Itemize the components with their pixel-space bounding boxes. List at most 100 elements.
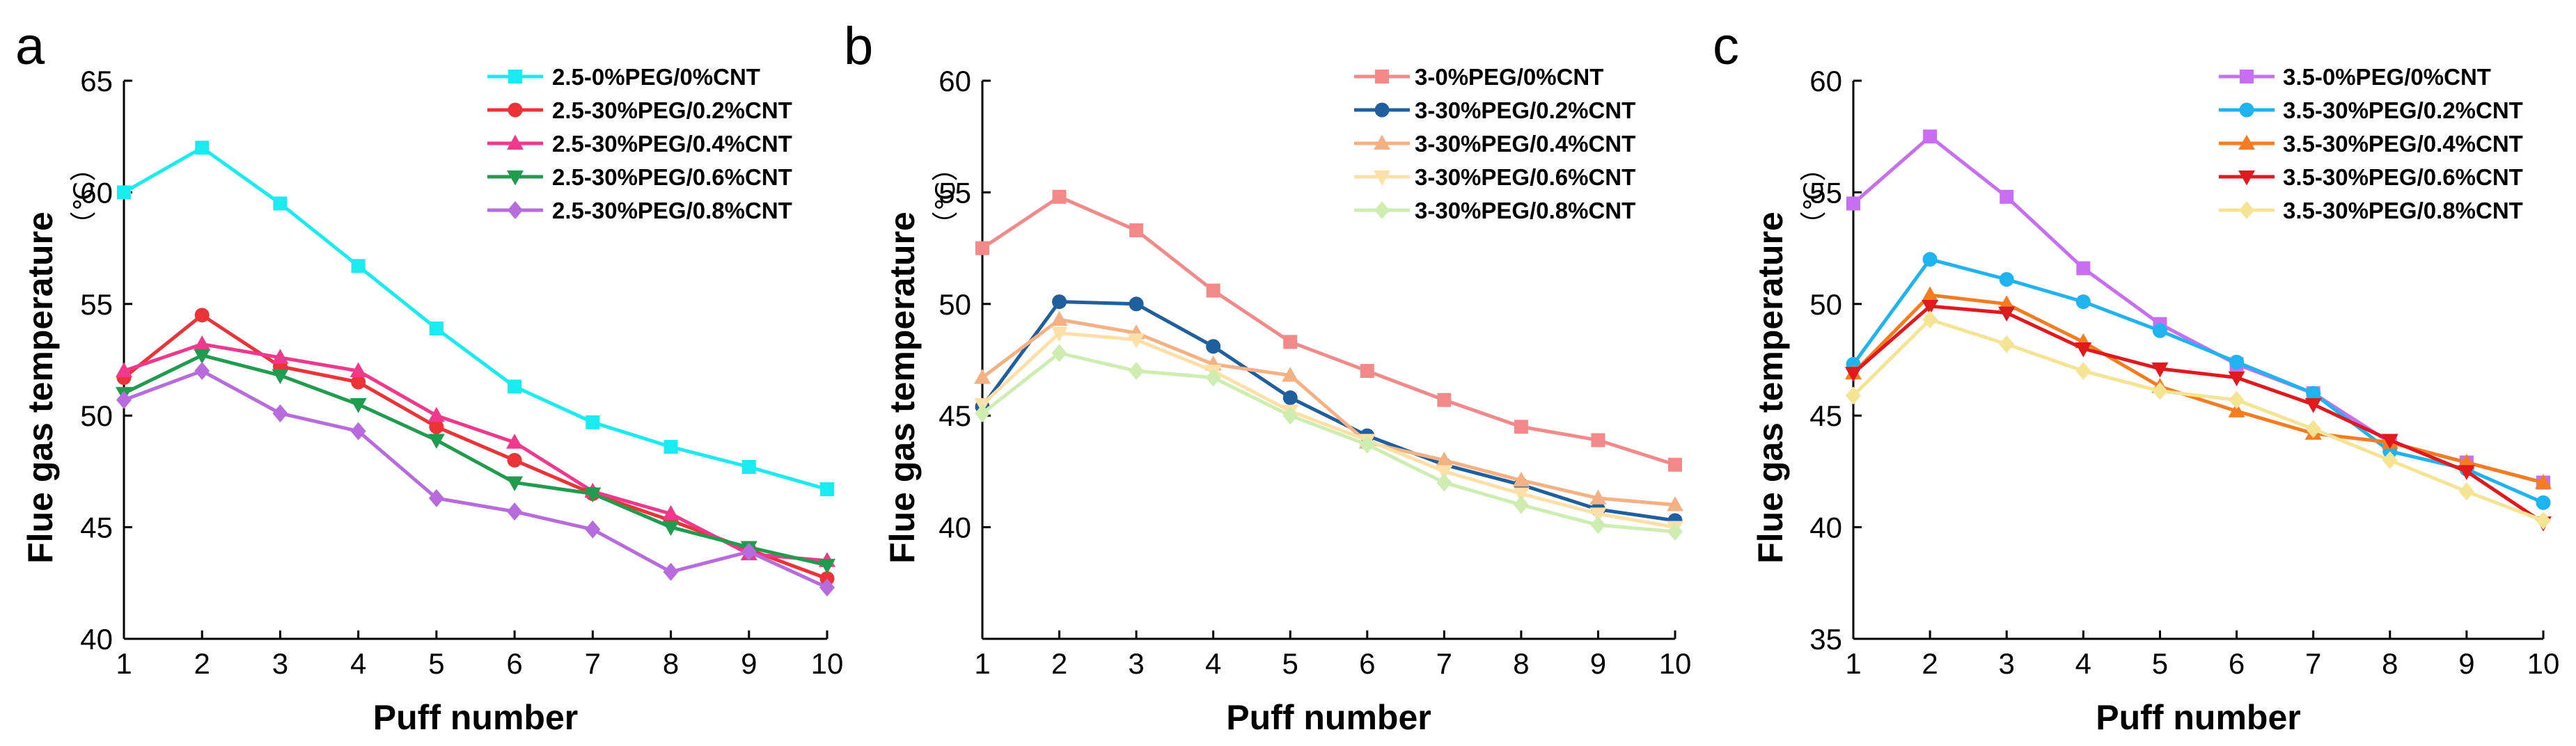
data-point bbox=[1922, 252, 1938, 267]
x-axis-title: Puff number bbox=[373, 698, 578, 737]
data-point bbox=[117, 185, 131, 200]
y-tick-label: 55 bbox=[80, 288, 113, 321]
data-point bbox=[194, 308, 210, 323]
data-point bbox=[2229, 390, 2245, 409]
x-tick-label: 10 bbox=[1659, 647, 1692, 680]
x-tick-label: 9 bbox=[2458, 647, 2474, 680]
series-line bbox=[1851, 257, 2545, 505]
legend-marker bbox=[2240, 70, 2254, 84]
y-tick-label: 45 bbox=[938, 399, 971, 432]
data-point bbox=[1051, 326, 1068, 342]
data-point bbox=[2152, 323, 2167, 338]
data-point bbox=[1283, 335, 1298, 349]
data-point bbox=[1282, 366, 1299, 382]
y-tick-label: 45 bbox=[80, 511, 113, 544]
y-tick-label: 40 bbox=[938, 511, 971, 544]
data-point bbox=[429, 419, 444, 434]
y-tick-label: 60 bbox=[80, 176, 113, 209]
legend-marker bbox=[1374, 201, 1390, 219]
data-point bbox=[2458, 482, 2474, 501]
series-2 bbox=[1845, 286, 2552, 489]
series-3 bbox=[974, 326, 1683, 537]
data-point bbox=[819, 578, 835, 597]
x-tick-label: 3 bbox=[1128, 647, 1144, 680]
data-point bbox=[662, 505, 680, 521]
data-point bbox=[427, 406, 445, 422]
data-point bbox=[1845, 367, 1862, 382]
data-point bbox=[194, 335, 211, 351]
data-point bbox=[1923, 129, 1938, 144]
series-line bbox=[1852, 304, 2545, 525]
data-point bbox=[1922, 286, 1939, 301]
legend-label: 3-30%PEG/0.4%CNT bbox=[1415, 131, 1635, 157]
data-point bbox=[429, 322, 443, 336]
data-point bbox=[2075, 362, 2091, 381]
data-point bbox=[506, 476, 524, 491]
x-tick-label: 3 bbox=[272, 647, 288, 680]
series-line bbox=[981, 351, 1676, 534]
data-point bbox=[1436, 451, 1453, 467]
legend-marker bbox=[1374, 170, 1390, 186]
data-point bbox=[975, 404, 990, 422]
series-3 bbox=[116, 349, 835, 574]
series-line bbox=[980, 300, 1676, 523]
legend-marker bbox=[508, 70, 522, 84]
data-point bbox=[1282, 406, 1298, 425]
legend-marker bbox=[508, 201, 523, 219]
data-point bbox=[2458, 454, 2475, 469]
y-axis-title: Flue gas temperature bbox=[21, 212, 60, 564]
data-point bbox=[1846, 386, 1861, 405]
y-tick-label: 55 bbox=[1809, 176, 1842, 209]
data-point bbox=[194, 362, 210, 381]
legend-marker bbox=[1374, 134, 1390, 150]
data-point bbox=[663, 562, 679, 581]
legend-label: 2.5-30%PEG/0.6%CNT bbox=[552, 164, 792, 190]
data-point bbox=[1922, 310, 1938, 329]
x-tick-label: 2 bbox=[1051, 647, 1067, 680]
legend-label: 2.5-0%PEG/0%CNT bbox=[552, 64, 760, 90]
legend-marker bbox=[2239, 102, 2254, 118]
x-tick-label: 9 bbox=[1590, 647, 1606, 680]
series-line bbox=[1852, 293, 2544, 484]
x-axis-title: Puff number bbox=[2096, 698, 2300, 737]
x-axis-title: Puff number bbox=[1226, 698, 1431, 737]
x-tick-label: 5 bbox=[2152, 647, 2168, 680]
data-point bbox=[1589, 507, 1607, 523]
data-point bbox=[1436, 473, 1452, 492]
data-point bbox=[351, 259, 366, 273]
legend-label: 3.5-0%PEG/0%CNT bbox=[2283, 64, 2491, 90]
data-point bbox=[1667, 523, 1683, 541]
series-4 bbox=[1846, 310, 2551, 530]
data-point bbox=[508, 379, 522, 394]
x-tick-label: 5 bbox=[428, 647, 444, 680]
legend-label: 3-30%PEG/0.2%CNT bbox=[1415, 97, 1635, 123]
data-point bbox=[1998, 295, 2016, 310]
data-point bbox=[507, 502, 523, 521]
data-point bbox=[741, 542, 757, 561]
data-point bbox=[1512, 487, 1530, 502]
panel-letter: b bbox=[844, 17, 873, 76]
data-point bbox=[116, 362, 132, 378]
data-point bbox=[1999, 335, 2015, 354]
data-point bbox=[272, 369, 289, 384]
series-4 bbox=[975, 344, 1683, 541]
y-tick-label: 40 bbox=[1809, 511, 1842, 544]
data-point bbox=[506, 434, 524, 449]
x-tick-label: 1 bbox=[116, 647, 132, 680]
data-point bbox=[350, 422, 366, 441]
data-point bbox=[975, 241, 989, 255]
data-point bbox=[116, 390, 132, 409]
x-tick-label: 1 bbox=[1845, 647, 1861, 680]
data-point bbox=[1129, 223, 1144, 237]
data-point bbox=[1282, 390, 1298, 406]
data-point bbox=[1514, 420, 1528, 434]
series-2 bbox=[974, 310, 1683, 511]
x-tick-label: 1 bbox=[974, 647, 990, 680]
y-axis-unit: （℃） bbox=[932, 155, 961, 238]
data-point bbox=[820, 482, 834, 497]
legend-label: 2.5-30%PEG/0.8%CNT bbox=[552, 198, 792, 223]
x-tick-label: 7 bbox=[1436, 647, 1452, 680]
x-tick-label: 2 bbox=[1922, 647, 1938, 680]
